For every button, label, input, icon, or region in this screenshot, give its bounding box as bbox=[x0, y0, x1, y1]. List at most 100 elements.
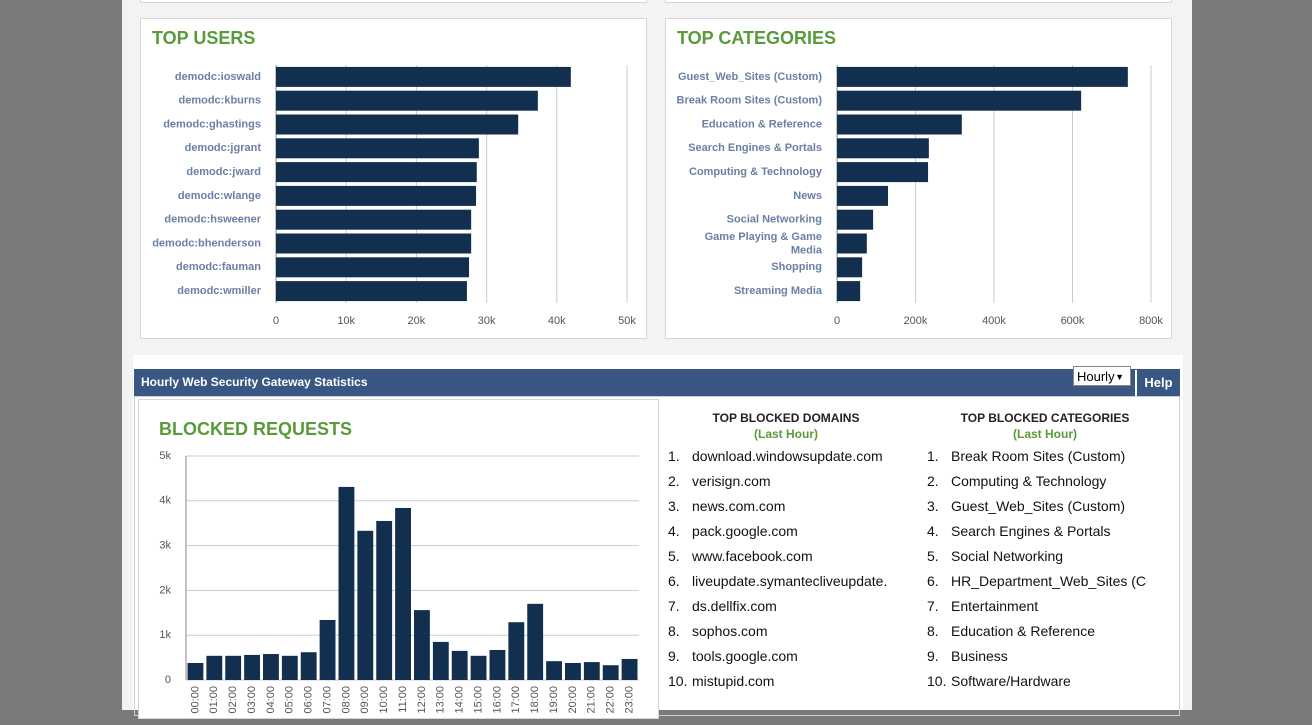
list-item: Business bbox=[951, 648, 1008, 664]
bar bbox=[276, 233, 472, 254]
x-tick-label: 200k bbox=[904, 315, 928, 327]
list-number: 5. bbox=[927, 548, 939, 564]
list-number: 6. bbox=[668, 573, 680, 589]
x-tick-label: 13:00 bbox=[435, 686, 447, 714]
x-tick-label: 07:00 bbox=[321, 686, 333, 714]
list-number: 8. bbox=[668, 623, 680, 639]
list-item: Entertainment bbox=[951, 598, 1039, 614]
bar bbox=[414, 610, 430, 680]
bar bbox=[225, 655, 242, 680]
bar bbox=[508, 622, 525, 680]
y-tick-label: demodc:kburns bbox=[178, 95, 261, 107]
list-number: 1. bbox=[668, 448, 680, 464]
x-tick-label: 04:00 bbox=[265, 686, 277, 714]
list-number: 1. bbox=[927, 448, 939, 464]
list-item: Guest_Web_Sites (Custom) bbox=[951, 498, 1126, 514]
card bbox=[665, 0, 1172, 3]
x-tick-label: 0 bbox=[273, 315, 279, 327]
y-tick-label: demodc:hsweener bbox=[164, 214, 261, 226]
list-title: TOP BLOCKED CATEGORIES bbox=[960, 411, 1130, 425]
bar bbox=[837, 281, 861, 302]
chart: TOP USERS 0 10k 20k 30k 40k 50k demodc:ioswald d… bbox=[152, 28, 636, 327]
bar bbox=[319, 619, 336, 680]
bar bbox=[602, 665, 619, 680]
panel-header bbox=[134, 369, 1180, 396]
y-tick-label: Search Engines & Portals bbox=[688, 142, 822, 154]
bar bbox=[276, 138, 479, 159]
y-tick-label: demodc:wmiller bbox=[177, 285, 261, 297]
bar bbox=[276, 185, 477, 206]
list-subtitle: (Last Hour) bbox=[754, 427, 818, 441]
bar bbox=[276, 257, 470, 278]
chart: BLOCKED REQUESTS 0 1k 2k 3k 4k 5k 00:00 01:00 02:… bbox=[159, 419, 639, 714]
period-select[interactable]: Hourly ▼ bbox=[1073, 366, 1131, 386]
list-item: HR_Department_Web_Sites (Custom) bbox=[951, 573, 1147, 589]
chart: TOP CATEGORIES 0 200k 400k 600k 800k Guest_Web… bbox=[677, 28, 1164, 327]
y-tick-label: Computing & Technology bbox=[689, 166, 823, 178]
y-tick-label: 2k bbox=[159, 584, 171, 596]
list-number: 10. bbox=[668, 673, 688, 689]
x-tick-label: 02:00 bbox=[227, 686, 239, 714]
y-tick-label: 0 bbox=[165, 674, 171, 686]
y-tick-label: Break Room Sites (Custom) bbox=[677, 95, 823, 107]
x-tick-label: 12:00 bbox=[416, 686, 428, 714]
panel-title: Hourly Web Security Gateway Statistics bbox=[141, 375, 368, 389]
list-item: mistupid.com bbox=[692, 673, 775, 689]
bar bbox=[837, 162, 929, 183]
list-number: 5. bbox=[668, 548, 680, 564]
x-tick-label: 20k bbox=[408, 315, 426, 327]
x-tick-label: 18:00 bbox=[529, 686, 541, 714]
x-tick-label: 08:00 bbox=[340, 686, 352, 714]
card: BLOCKED REQUESTS 0 1k 2k 3k 4k 5k 00:00 01:00 02:… bbox=[138, 399, 659, 719]
x-tick-label: 30k bbox=[478, 315, 496, 327]
chart-title: TOP USERS bbox=[152, 28, 255, 48]
list-item: Computing & Technology bbox=[951, 473, 1107, 489]
bar bbox=[276, 209, 472, 230]
bar bbox=[837, 209, 874, 230]
chart-title: TOP CATEGORIES bbox=[677, 28, 836, 48]
period-label: Hourly bbox=[1077, 369, 1115, 384]
list-number: 9. bbox=[668, 648, 680, 664]
y-tick-label: demodc:bhenderson bbox=[152, 237, 261, 249]
list-item: pack.google.com bbox=[692, 523, 798, 539]
list-number: 3. bbox=[668, 498, 680, 514]
list-item: ds.dellfix.com bbox=[692, 598, 777, 614]
list-number: 7. bbox=[927, 598, 939, 614]
bar bbox=[244, 654, 260, 680]
x-tick-label: 14:00 bbox=[454, 686, 466, 714]
list-title: TOP BLOCKED DOMAINS bbox=[712, 411, 860, 425]
card: TOP CATEGORIES 0 200k 400k 600k 800k Guest_Web… bbox=[665, 18, 1172, 339]
y-tick-label: Education & Reference bbox=[702, 118, 822, 130]
bar bbox=[276, 162, 477, 183]
bar bbox=[837, 90, 1082, 111]
y-tick-label: Social Networking bbox=[727, 214, 822, 226]
list-item: Social Networking bbox=[951, 548, 1064, 564]
list-item: Software/Hardware bbox=[951, 673, 1071, 689]
bar bbox=[837, 114, 962, 135]
card: TOP USERS 0 10k 20k 30k 40k 50k demodc:ioswald d… bbox=[140, 18, 647, 339]
x-tick-label: 40k bbox=[548, 315, 566, 327]
bar bbox=[276, 90, 538, 111]
x-tick-label: 03:00 bbox=[246, 686, 258, 714]
bar bbox=[837, 233, 867, 254]
bar bbox=[281, 655, 298, 680]
y-tick-label: Guest_Web_Sites (Custom) bbox=[678, 71, 822, 83]
y-tick-label: demodc:fauman bbox=[176, 261, 261, 273]
x-tick-label: 01:00 bbox=[208, 686, 220, 714]
list-item: tools.google.com bbox=[692, 648, 798, 664]
x-tick-label: 16:00 bbox=[491, 686, 503, 714]
x-tick-label: 23:00 bbox=[623, 686, 635, 714]
list-item: Search Engines & Portals bbox=[951, 523, 1111, 539]
list-item: liveupdate.symantecliveupdate.com bbox=[692, 573, 888, 589]
y-tick-label: Streaming Media bbox=[734, 285, 823, 297]
list-number: 9. bbox=[927, 648, 939, 664]
dropdown-arrow: ▼ bbox=[1115, 372, 1124, 382]
bar bbox=[489, 649, 506, 680]
y-tick-label: demodc:jward bbox=[186, 166, 261, 178]
list-item: verisign.com bbox=[692, 473, 771, 489]
list-item: Break Room Sites (Custom) bbox=[951, 448, 1126, 464]
bar bbox=[565, 662, 581, 680]
help-button[interactable]: Help bbox=[1135, 370, 1180, 396]
bar bbox=[187, 662, 204, 680]
list-item: download.windowsupdate.com bbox=[692, 448, 883, 464]
